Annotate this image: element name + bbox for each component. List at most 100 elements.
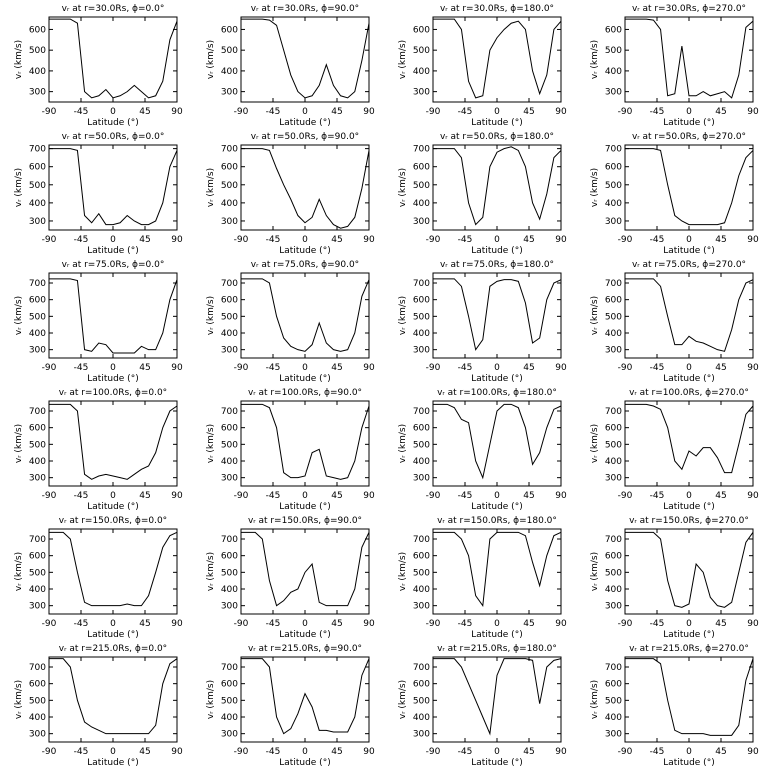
y-tick-label: 300: [29, 474, 46, 484]
y-tick-label: 500: [221, 46, 238, 56]
data-line: [433, 403, 562, 480]
y-tick-label: 500: [29, 568, 46, 578]
y-tick-label: 500: [605, 696, 622, 706]
y-tick-label: 400: [605, 713, 622, 723]
x-tick-label: 0: [110, 619, 116, 629]
x-tick-label: 0: [110, 491, 116, 501]
y-axis-label: vᵣ (km/s): [14, 552, 24, 591]
y-tick-label: 300: [29, 602, 46, 612]
chart-title: vᵣ at r=30.0Rs, ϕ=270.0°: [632, 4, 746, 14]
data-line: [241, 403, 370, 480]
y-tick-label: 300: [413, 730, 430, 740]
x-tick-label: -90: [618, 363, 633, 373]
x-tick-label: -90: [42, 107, 57, 117]
chart-title: vᵣ at r=100.0Rs, ϕ=270.0°: [629, 388, 749, 398]
x-axis-label: Latitude (°): [663, 374, 714, 384]
chart-title: vᵣ at r=30.0Rs, ϕ=0.0°: [62, 4, 165, 14]
y-tick-label: 700: [221, 407, 238, 417]
x-tick-label: 90: [555, 619, 567, 629]
y-tick-label: 500: [413, 696, 430, 706]
y-tick-label: 300: [413, 217, 430, 227]
x-tick-label: -45: [458, 491, 473, 501]
y-tick-label: 500: [29, 696, 46, 706]
x-tick-label: 0: [494, 491, 500, 501]
x-tick-label: -45: [74, 107, 89, 117]
x-tick-label: 45: [139, 235, 150, 245]
x-tick-label: -45: [266, 619, 281, 629]
x-tick-label: 45: [523, 235, 534, 245]
y-tick-label: 400: [29, 713, 46, 723]
chart-title: vᵣ at r=75.0Rs, ϕ=90.0°: [251, 260, 359, 270]
y-tick-label: 300: [221, 346, 238, 356]
chart-title: vᵣ at r=215.0Rs, ϕ=0.0°: [59, 644, 167, 654]
x-axis-label: Latitude (°): [663, 758, 714, 768]
x-tick-label: 0: [494, 619, 500, 629]
y-tick-label: 600: [605, 25, 622, 35]
plot-frame: [432, 144, 562, 231]
y-tick-label: 600: [413, 296, 430, 306]
x-tick-label: 90: [363, 619, 375, 629]
y-axis-label: vᵣ (km/s): [206, 680, 216, 719]
x-axis-label: Latitude (°): [663, 502, 714, 512]
y-tick-label: 300: [413, 474, 430, 484]
y-tick-label: 600: [413, 552, 430, 562]
y-axis-label: vᵣ (km/s): [398, 424, 408, 463]
y-tick-label: 400: [29, 457, 46, 467]
y-axis-label: vᵣ (km/s): [590, 168, 600, 207]
x-tick-label: -90: [618, 491, 633, 501]
y-tick-label: 300: [221, 217, 238, 227]
x-tick-label: 0: [494, 235, 500, 245]
y-tick-label: 500: [605, 568, 622, 578]
x-tick-label: 90: [555, 491, 567, 501]
data-line: [433, 658, 562, 736]
y-tick-label: 400: [413, 585, 430, 595]
y-tick-label: 400: [605, 67, 622, 77]
y-tick-label: 300: [605, 730, 622, 740]
y-tick-label: 600: [29, 163, 46, 173]
x-tick-label: 90: [363, 107, 375, 117]
data-line: [625, 278, 754, 352]
data-line: [49, 403, 178, 480]
plot-frame: [624, 400, 754, 487]
x-tick-label: 45: [139, 747, 150, 757]
x-tick-label: 90: [363, 363, 375, 373]
y-tick-label: 600: [605, 296, 622, 306]
x-tick-label: 45: [715, 235, 726, 245]
y-tick-label: 600: [29, 552, 46, 562]
y-axis-label: vᵣ (km/s): [14, 424, 24, 463]
x-tick-label: 0: [302, 747, 308, 757]
x-axis-label: Latitude (°): [279, 374, 330, 384]
y-axis-label: vᵣ (km/s): [206, 424, 216, 463]
x-tick-label: -90: [234, 491, 249, 501]
x-tick-label: 45: [139, 107, 150, 117]
chart-title: vᵣ at r=150.0Rs, ϕ=90.0°: [248, 516, 362, 526]
y-tick-label: 500: [413, 181, 430, 191]
x-axis-label: Latitude (°): [471, 246, 522, 256]
data-line: [241, 18, 370, 99]
x-tick-label: 90: [171, 107, 183, 117]
chart-title: vᵣ at r=215.0Rs, ϕ=90.0°: [248, 644, 362, 654]
y-tick-label: 500: [605, 181, 622, 191]
y-tick-label: 400: [221, 67, 238, 77]
x-tick-label: -45: [650, 235, 665, 245]
x-tick-label: -45: [266, 491, 281, 501]
data-line: [625, 18, 754, 99]
y-axis-label: vᵣ (km/s): [14, 40, 24, 79]
y-tick-label: 600: [221, 25, 238, 35]
x-tick-label: 90: [363, 747, 375, 757]
x-tick-label: 90: [363, 235, 375, 245]
x-tick-label: 90: [747, 491, 759, 501]
x-tick-label: 45: [139, 491, 150, 501]
plot-frame: [48, 656, 178, 743]
y-tick-label: 700: [221, 145, 238, 155]
plot-frame: [624, 144, 754, 231]
y-tick-label: 700: [605, 663, 622, 673]
y-axis-label: vᵣ (km/s): [206, 552, 216, 591]
x-tick-label: 90: [171, 363, 183, 373]
chart-title: vᵣ at r=215.0Rs, ϕ=270.0°: [629, 644, 749, 654]
x-tick-label: -90: [42, 491, 57, 501]
y-tick-label: 700: [413, 145, 430, 155]
x-axis-label: Latitude (°): [279, 630, 330, 640]
y-tick-label: 500: [29, 312, 46, 322]
plot-frame: [624, 656, 754, 743]
